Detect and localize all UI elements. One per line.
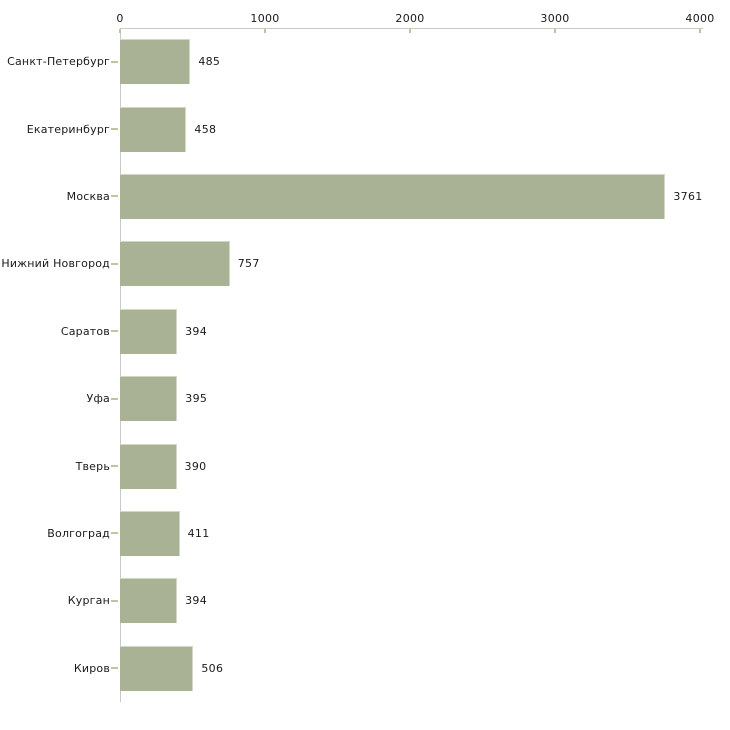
bar (120, 106, 187, 152)
bar-row: Екатеринбург 458 (0, 95, 730, 162)
bar (120, 308, 178, 354)
bar (120, 241, 230, 287)
value-label: 411 (187, 526, 210, 540)
category-tick-mark (111, 532, 118, 535)
bar-row: Санкт-Петербург 485 (0, 28, 730, 95)
x-tick-mark (409, 29, 411, 33)
x-tick-mark (699, 29, 701, 33)
value-label: 485 (198, 55, 221, 69)
value-label: 394 (185, 324, 208, 338)
value-label: 394 (185, 594, 208, 608)
category-tick-mark (111, 128, 118, 131)
category-tick-mark (111, 667, 118, 670)
plot-area: Санкт-Петербург 485 Екатеринбург 458 Москва 3… (0, 28, 730, 702)
x-tick-mark (264, 29, 266, 33)
category-tick-mark (111, 330, 118, 333)
bar (120, 39, 191, 85)
value-label: 458 (194, 122, 217, 136)
x-axis-line (120, 28, 703, 29)
x-tick-label: 1000 (250, 12, 280, 25)
category-label: Уфа (86, 392, 110, 406)
category-label: Москва (66, 189, 110, 203)
bar (120, 578, 178, 624)
x-tick-label: 3000 (540, 12, 570, 25)
x-tick-mark (554, 29, 556, 33)
category-label: Санкт-Петербург (7, 55, 110, 69)
value-label: 506 (201, 661, 224, 675)
bar-row: Курган 394 (0, 567, 730, 634)
bar-row: Уфа 395 (0, 365, 730, 432)
x-tick-label: 0 (116, 12, 124, 25)
category-tick-mark (111, 262, 118, 265)
bar (120, 376, 178, 422)
category-label: Киров (73, 661, 110, 675)
category-label: Нижний Новгород (1, 257, 110, 271)
x-tick-mark (119, 29, 121, 33)
category-tick-mark (111, 599, 118, 602)
category-label: Курган (67, 594, 110, 608)
bar-row: Саратов 394 (0, 298, 730, 365)
bar-row: Нижний Новгород 757 (0, 230, 730, 297)
bar-row: Киров 506 (0, 635, 730, 702)
category-label: Волгоград (47, 526, 110, 540)
x-tick-label: 4000 (685, 12, 715, 25)
value-label: 395 (185, 392, 208, 406)
category-tick-mark (111, 465, 118, 468)
bar-row: Тверь 390 (0, 432, 730, 499)
bar (120, 443, 177, 489)
y-axis-line (120, 28, 121, 702)
bar-row: Волгоград 411 (0, 500, 730, 567)
bar (120, 645, 194, 691)
value-label: 757 (237, 257, 260, 271)
bar (120, 173, 666, 219)
value-label: 390 (184, 459, 207, 473)
value-label: 3761 (673, 189, 703, 203)
bar-row: Москва 3761 (0, 163, 730, 230)
category-label: Тверь (75, 459, 110, 473)
category-label: Саратов (60, 324, 110, 338)
category-tick-mark (111, 397, 118, 400)
category-tick-mark (111, 60, 118, 63)
category-label: Екатеринбург (26, 122, 110, 136)
x-tick-label: 2000 (395, 12, 425, 25)
category-tick-mark (111, 195, 118, 198)
bar (120, 510, 180, 556)
